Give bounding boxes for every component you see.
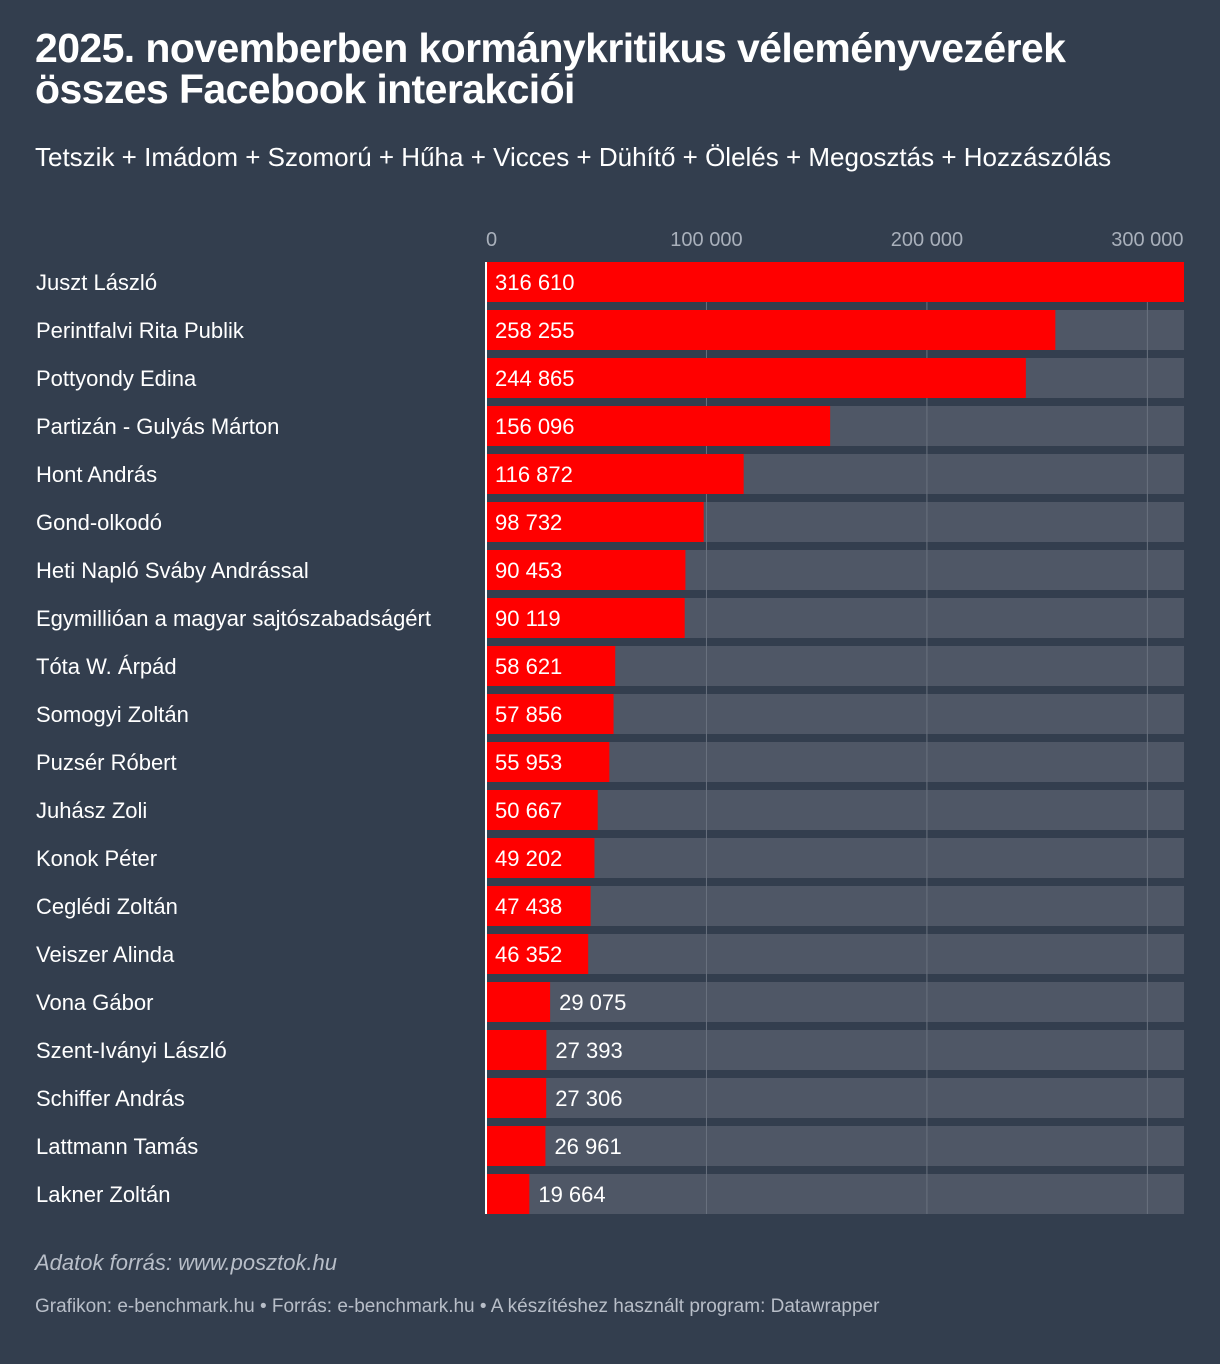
value-label: 98 732	[495, 510, 562, 535]
value-label: 26 961	[554, 1134, 621, 1159]
x-tick-label: 0	[486, 229, 497, 251]
bar-track	[486, 886, 1184, 926]
chart-title: 2025. novemberben kormánykritikus vélemé…	[35, 28, 1185, 110]
bar	[486, 550, 686, 590]
bar-track	[486, 1126, 1184, 1166]
chart-subtitle: Tetszik + Imádom + Szomorú + Hűha + Vicc…	[35, 142, 1112, 172]
x-tick-label: 200 000	[891, 229, 963, 251]
value-label: 46 352	[495, 942, 562, 967]
value-label: 58 621	[495, 654, 562, 679]
value-label: 19 664	[538, 1182, 605, 1207]
bar-track	[486, 934, 1184, 974]
value-label: 27 393	[555, 1038, 622, 1063]
category-label: Egymillióan a magyar sajtószabadságért	[36, 606, 431, 631]
value-label: 57 856	[495, 702, 562, 727]
category-label: Pottyondy Edina	[36, 366, 197, 391]
category-label: Lakner Zoltán	[36, 1182, 171, 1207]
category-label: Lattmann Tamás	[36, 1134, 198, 1159]
value-label: 244 865	[495, 366, 575, 391]
value-label: 49 202	[495, 846, 562, 871]
bar	[486, 598, 685, 638]
category-label: Heti Napló Sváby Andrással	[36, 558, 309, 583]
bar-chart: 0 100 000 200 000 300 000 Juszt László 316 61…	[36, 229, 1184, 1214]
category-label: Tóta W. Árpád	[36, 654, 177, 679]
value-label: 316 610	[495, 270, 575, 295]
category-label: Juhász Zoli	[36, 798, 147, 823]
bar	[486, 694, 614, 734]
category-label: Veiszer Alinda	[36, 942, 175, 967]
category-label: Ceglédi Zoltán	[36, 894, 178, 919]
bar	[486, 406, 831, 446]
value-label: 258 255	[495, 318, 575, 343]
bar	[486, 982, 551, 1022]
category-label: Juszt László	[36, 270, 157, 295]
bar	[486, 886, 591, 926]
chart-title-line-1: 2025. novemberben kormánykritikus vélemé…	[35, 25, 1066, 71]
x-tick-label: 100 000	[670, 229, 742, 251]
bar	[486, 1126, 546, 1166]
bar	[486, 262, 1184, 302]
category-label: Konok Péter	[36, 846, 157, 871]
category-label: Hont András	[36, 462, 157, 487]
bar	[486, 790, 598, 830]
data-source-note: Adatok forrás: www.posztok.hu	[35, 1250, 338, 1275]
category-label: Perintfalvi Rita Publik	[36, 318, 245, 343]
value-label: 47 438	[495, 894, 562, 919]
bar	[486, 1174, 530, 1214]
bar	[486, 646, 616, 686]
chart-footer: Grafikon: e-benchmark.hu • Forrás: e-ben…	[35, 1296, 880, 1317]
bar	[486, 358, 1026, 398]
bar-track	[486, 838, 1184, 878]
bar	[486, 310, 1056, 350]
category-label: Partizán - Gulyás Márton	[36, 414, 279, 439]
bar-track	[486, 1078, 1184, 1118]
value-label: 27 306	[555, 1086, 622, 1111]
value-label: 90 119	[495, 606, 561, 631]
x-tick-label: 300 000	[1111, 229, 1183, 251]
category-label: Gond-olkodó	[36, 510, 162, 535]
bar	[486, 1078, 547, 1118]
category-label: Somogyi Zoltán	[36, 702, 189, 727]
value-label: 156 096	[495, 414, 575, 439]
bar	[486, 502, 704, 542]
bar-track	[486, 790, 1184, 830]
value-label: 90 453	[495, 558, 562, 583]
bar-track	[486, 1174, 1184, 1214]
chart-title-line-2: összes Facebook interakciói	[35, 66, 575, 112]
bar	[486, 838, 595, 878]
bar-track	[486, 1030, 1184, 1070]
bar	[486, 1030, 547, 1070]
value-label: 116 872	[495, 462, 573, 487]
value-label: 29 075	[559, 990, 626, 1015]
value-label: 50 667	[495, 798, 562, 823]
category-label: Vona Gábor	[36, 990, 153, 1015]
bar	[486, 934, 589, 974]
bar	[486, 454, 744, 494]
value-label: 55 953	[495, 750, 562, 775]
category-label: Puzsér Róbert	[36, 750, 177, 775]
bar-track	[486, 982, 1184, 1022]
category-label: Szent-Iványi László	[36, 1038, 227, 1063]
bar	[486, 742, 610, 782]
category-label: Schiffer András	[36, 1086, 185, 1111]
